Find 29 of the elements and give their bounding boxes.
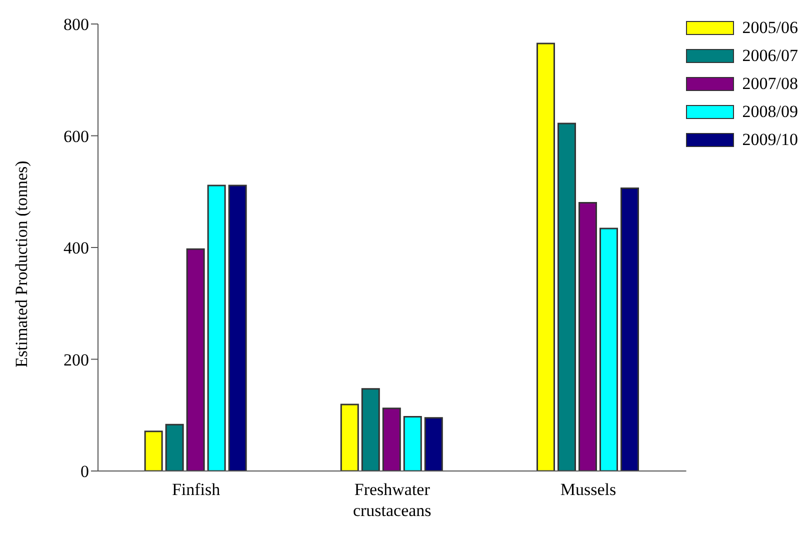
bar xyxy=(361,388,380,471)
y-tick-label: 0 xyxy=(80,462,89,482)
legend-label: 2009/10 xyxy=(742,130,798,150)
bar xyxy=(424,417,443,471)
bar xyxy=(557,122,576,471)
bar xyxy=(207,184,226,471)
y-axis-title: Estimated Production (tonnes) xyxy=(12,160,32,368)
legend-label: 2008/09 xyxy=(742,102,798,122)
bar xyxy=(578,202,597,471)
y-tick-label: 800 xyxy=(64,15,89,34)
bar xyxy=(620,188,639,471)
bar xyxy=(165,424,184,471)
y-tick-label: 200 xyxy=(64,350,89,370)
x-tick-label: Finfish xyxy=(172,480,221,499)
bar xyxy=(536,42,555,471)
y-tick-label: 600 xyxy=(64,126,89,146)
bar xyxy=(382,408,401,471)
bar xyxy=(599,228,618,471)
bar xyxy=(403,416,422,471)
legend-label: 2006/07 xyxy=(742,46,798,66)
bar xyxy=(186,248,205,471)
bar xyxy=(340,404,359,471)
y-tick-label: 400 xyxy=(64,238,89,258)
legend-label: 2005/06 xyxy=(742,18,798,38)
x-tick-label: Freshwater crustaceans xyxy=(352,480,432,520)
bar xyxy=(228,184,247,471)
x-tick-label: Mussels xyxy=(560,480,616,499)
bar xyxy=(144,430,163,471)
legend-label: 2007/08 xyxy=(742,74,798,94)
